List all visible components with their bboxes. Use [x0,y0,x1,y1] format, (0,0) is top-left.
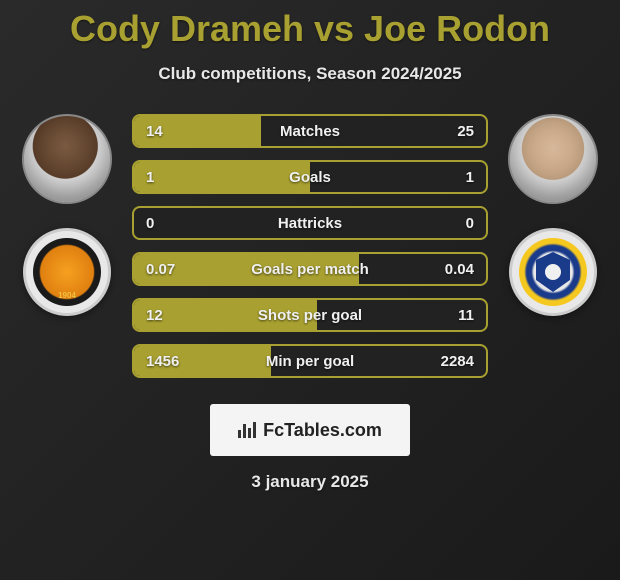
stat-value-left: 0 [146,215,154,232]
stat-value-right: 2284 [441,353,474,370]
hull-year: 1904 [58,291,76,300]
stat-label: Hattricks [278,215,342,232]
stat-label: Min per goal [266,353,354,370]
left-column: 1904 [12,114,122,316]
footer-date: 3 january 2025 [0,472,620,492]
stat-label: Shots per goal [258,307,362,324]
stat-value-right: 0 [466,215,474,232]
fctables-logo[interactable]: FcTables.com [210,404,410,456]
stat-value-left: 1 [146,169,154,186]
stat-value-right: 25 [457,123,474,140]
stat-fill-left [134,162,310,192]
stat-value-right: 0.04 [445,261,474,278]
page-subtitle: Club competitions, Season 2024/2025 [0,64,620,84]
leeds-badge-icon [519,238,587,306]
club-badge-left: 1904 [23,228,111,316]
stat-label: Matches [280,123,340,140]
stat-bar: 0 Hattricks 0 [132,206,488,240]
stat-value-right: 1 [466,169,474,186]
stat-value-left: 12 [146,307,163,324]
bar-chart-icon [238,422,256,438]
stat-bar: 1 Goals 1 [132,160,488,194]
comparison-card: Cody Drameh vs Joe Rodon Club competitio… [0,0,620,492]
hull-badge-icon: 1904 [33,238,101,306]
club-badge-right [509,228,597,316]
page-title: Cody Drameh vs Joe Rodon [0,0,620,50]
right-column [498,114,608,316]
stat-value-left: 14 [146,123,163,140]
stat-bar: 12 Shots per goal 11 [132,298,488,332]
stat-label: Goals per match [251,261,369,278]
leeds-shield-icon [536,252,570,292]
stat-bar: 14 Matches 25 [132,114,488,148]
stat-bar: 1456 Min per goal 2284 [132,344,488,378]
leeds-rose-icon [545,264,561,280]
player-avatar-left [22,114,112,204]
stat-value-left: 0.07 [146,261,175,278]
stat-bar: 0.07 Goals per match 0.04 [132,252,488,286]
stat-label: Goals [289,169,331,186]
stat-value-left: 1456 [146,353,179,370]
stats-column: 14 Matches 25 1 Goals 1 0 Hattricks 0 0.07 Goals p… [122,114,498,390]
logo-text: FcTables.com [263,420,382,441]
main-area: 1904 14 Matches 25 1 Goals 1 0 Hattricks 0 0.07 Go… [0,114,620,390]
stat-value-right: 11 [458,307,474,324]
player-avatar-right [508,114,598,204]
